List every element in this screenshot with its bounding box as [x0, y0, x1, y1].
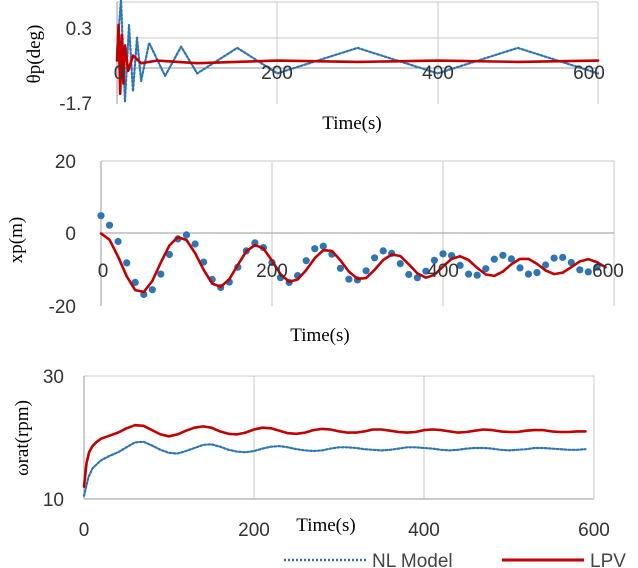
surge-nl-model-point: [319, 242, 327, 250]
rotor-nl-model-line: [82, 440, 587, 497]
surge-y-tick-0: 0: [65, 224, 76, 245]
rotor-lpv-line: [82, 423, 587, 489]
surge-nl-model-point: [550, 254, 558, 262]
rotor-y-tick-10: 10: [43, 490, 64, 511]
surge-nl-model-point: [131, 278, 139, 286]
surge-nl-model-point: [165, 250, 173, 259]
pitch-series: [115, 0, 600, 103]
surge-nl-model-point: [542, 261, 550, 269]
surge-x-tick-600: 600: [592, 261, 624, 282]
surge-nl-model-point: [507, 255, 515, 263]
pitch-lpv-line: [115, 23, 600, 96]
pitch-y-tick-top: 0.3: [66, 19, 92, 40]
surge-nl-model-point: [593, 263, 601, 271]
pitch-y-tick-bottom: -1.7: [59, 94, 92, 115]
pitch-x-tick-400: 400: [422, 63, 454, 84]
surge-nl-model-point: [490, 255, 498, 263]
rotor-speed-chart: 30 10 0 200 400 600 ωrat(rpm) Time(s): [12, 367, 610, 541]
pitch-nl-model-line: [115, 0, 600, 103]
pitch-x-label: Time(s): [322, 113, 381, 134]
surge-nl-model-point: [576, 266, 584, 274]
surge-nl-model-point: [182, 231, 191, 239]
surge-nl-model-point: [371, 254, 379, 262]
surge-nl-model-point: [345, 275, 353, 283]
surge-lpv-line: [99, 232, 607, 294]
surge-x-tick-400: 400: [427, 261, 459, 282]
pitch-y-label: θp(deg): [24, 25, 45, 84]
surge-nl-model-point: [191, 240, 199, 248]
surge-nl-model-point: [123, 259, 131, 267]
surge-y-label: xp(m): [6, 217, 27, 263]
legend-nl-model-label: NL Model: [372, 551, 453, 568]
surge-nl-model-point: [482, 265, 490, 273]
pitch-x-tick-600: 600: [573, 63, 605, 84]
rotor-y-tick-30: 30: [43, 367, 64, 388]
rotor-y-label: ωrat(rpm): [12, 400, 33, 476]
rotor-x-tick-400: 400: [408, 520, 440, 541]
surge-nl-model-point: [516, 264, 524, 272]
surge-x-tick-200: 200: [256, 261, 288, 282]
surge-nl-model-point: [302, 257, 310, 265]
surge-nl-model-point: [473, 271, 481, 279]
surge-nl-model-point: [97, 212, 105, 220]
surge-nl-model-point: [405, 270, 413, 279]
rotor-x-tick-200: 200: [238, 520, 270, 541]
pitch-x-tick-200: 200: [261, 63, 293, 84]
surge-nl-model-point: [499, 251, 507, 259]
surge-nl-model-point: [430, 256, 438, 264]
surge-nl-model-point: [148, 286, 156, 294]
pitch-chart: 0.3 -1.7 0 200 400 600 θp(deg) Time(s): [24, 0, 605, 134]
rotor-x-tick-600: 600: [578, 520, 610, 541]
surge-nl-model-point: [413, 274, 421, 282]
rotor-series: [82, 423, 587, 497]
surge-nl-model-point: [311, 245, 319, 253]
surge-nl-model-point: [157, 270, 165, 278]
surge-nl-model-point: [465, 270, 473, 278]
surge-nl-model-point: [439, 250, 447, 258]
surge-nl-model-point: [533, 269, 541, 277]
legend-lpv-label: LPV: [590, 551, 626, 568]
surge-nl-model-point: [105, 221, 114, 229]
surge-nl-model-point: [456, 261, 464, 269]
surge-nl-model-point: [559, 253, 567, 261]
surge-nl-model-point: [114, 237, 122, 246]
rotor-x-tick-0: 0: [79, 520, 90, 541]
pitch-x-tick-0: 0: [114, 63, 125, 84]
surge-y-tick-neg20: -20: [49, 297, 76, 318]
surge-nl-model-point: [524, 270, 533, 278]
rotor-x-label: Time(s): [296, 515, 355, 536]
surge-series: [97, 212, 607, 298]
surge-y-tick-20: 20: [55, 152, 76, 173]
surge-nl-model-point: [379, 247, 387, 255]
surge-nl-model-point: [422, 267, 430, 275]
surge-nl-model-point: [567, 258, 575, 267]
legend: NL Model LPV: [284, 551, 626, 568]
surge-nl-model-point: [584, 268, 592, 276]
surge-nl-model-point: [362, 267, 370, 275]
surge-chart: 20 0 -20 0 200 400 600 xp(m) Time(s): [6, 152, 624, 346]
surge-x-label: Time(s): [290, 325, 349, 346]
surge-nl-model-point: [336, 264, 344, 272]
surge-nl-model-point: [396, 260, 404, 268]
surge-x-tick-0: 0: [98, 261, 109, 282]
